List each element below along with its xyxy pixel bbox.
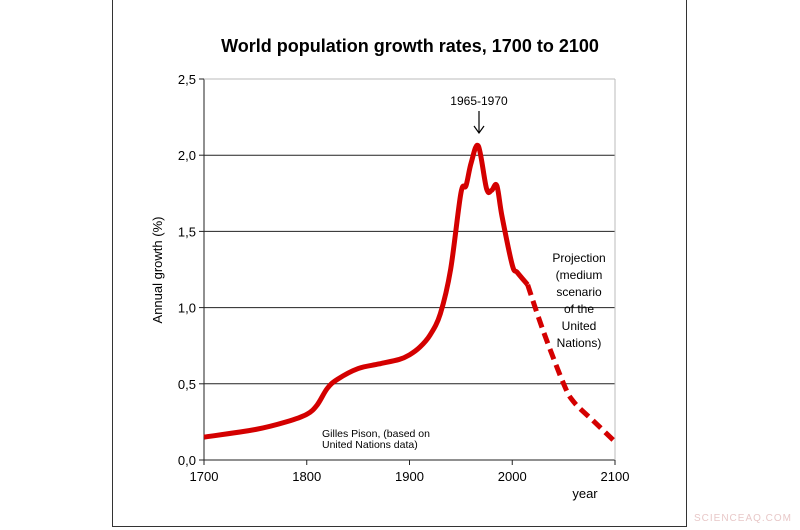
peak-arrow [473,111,485,135]
projection-line [525,283,617,444]
source-line-1: Gilles Pison, (based on [322,428,430,440]
projection-note-line: (medium [556,268,603,282]
x-tick-label: 2000 [498,469,527,484]
y-axis-label: Annual growth (%) [150,217,165,324]
source-line-2: United Nations data) [322,439,418,451]
x-tick-label: 2100 [601,469,630,484]
projection-note-line: Nations) [557,336,602,350]
watermark: SCIENCEAQ.COM [693,513,792,524]
x-tick-label: 1900 [395,469,424,484]
y-tick-label: 0,5 [178,377,196,392]
y-tick-label: 1,5 [178,224,196,239]
historical-line [203,142,530,440]
chart-frame [112,0,687,527]
y-tick-label: 2,5 [178,72,196,87]
x-tick-label: 1700 [190,469,219,484]
projection-note-line: United [562,319,597,333]
projection-note-line: Projection [552,251,605,265]
projection-note-line: of the [564,302,594,316]
y-tick-label: 2,0 [178,148,196,163]
peak-annotation: 1965-1970 [450,94,508,108]
x-tick-label: 1800 [292,469,321,484]
projection-note-line: scenario [556,285,602,299]
chart-title: World population growth rates, 1700 to 2… [221,36,599,56]
y-tick-label: 0,0 [178,453,196,468]
x-axis-label: year [572,486,598,501]
y-tick-label: 1,0 [178,301,196,316]
